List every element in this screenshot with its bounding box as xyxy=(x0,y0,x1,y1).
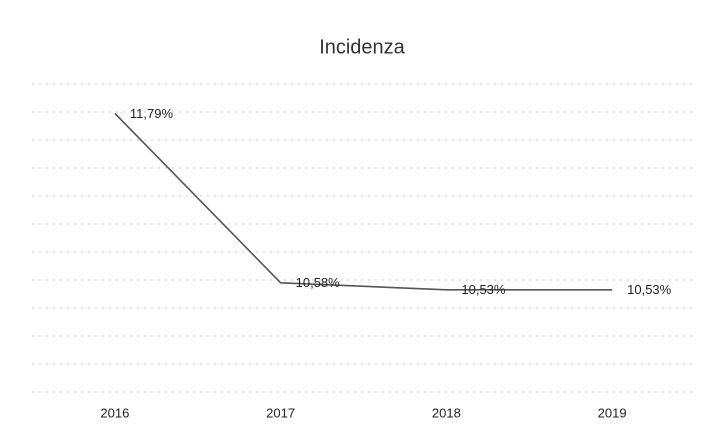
data-label: 10,53% xyxy=(627,282,672,297)
data-label: 10,53% xyxy=(461,282,506,297)
data-label: 10,58% xyxy=(296,275,341,290)
chart-title: Incidenza xyxy=(319,36,405,58)
data-label: 11,79% xyxy=(130,106,174,121)
x-tick-label: 2017 xyxy=(266,405,295,420)
line xyxy=(114,112,613,291)
x-tick-label: 2019 xyxy=(598,405,627,420)
x-tick-label: 2016 xyxy=(100,405,129,420)
x-tick-label: 2018 xyxy=(432,405,461,420)
